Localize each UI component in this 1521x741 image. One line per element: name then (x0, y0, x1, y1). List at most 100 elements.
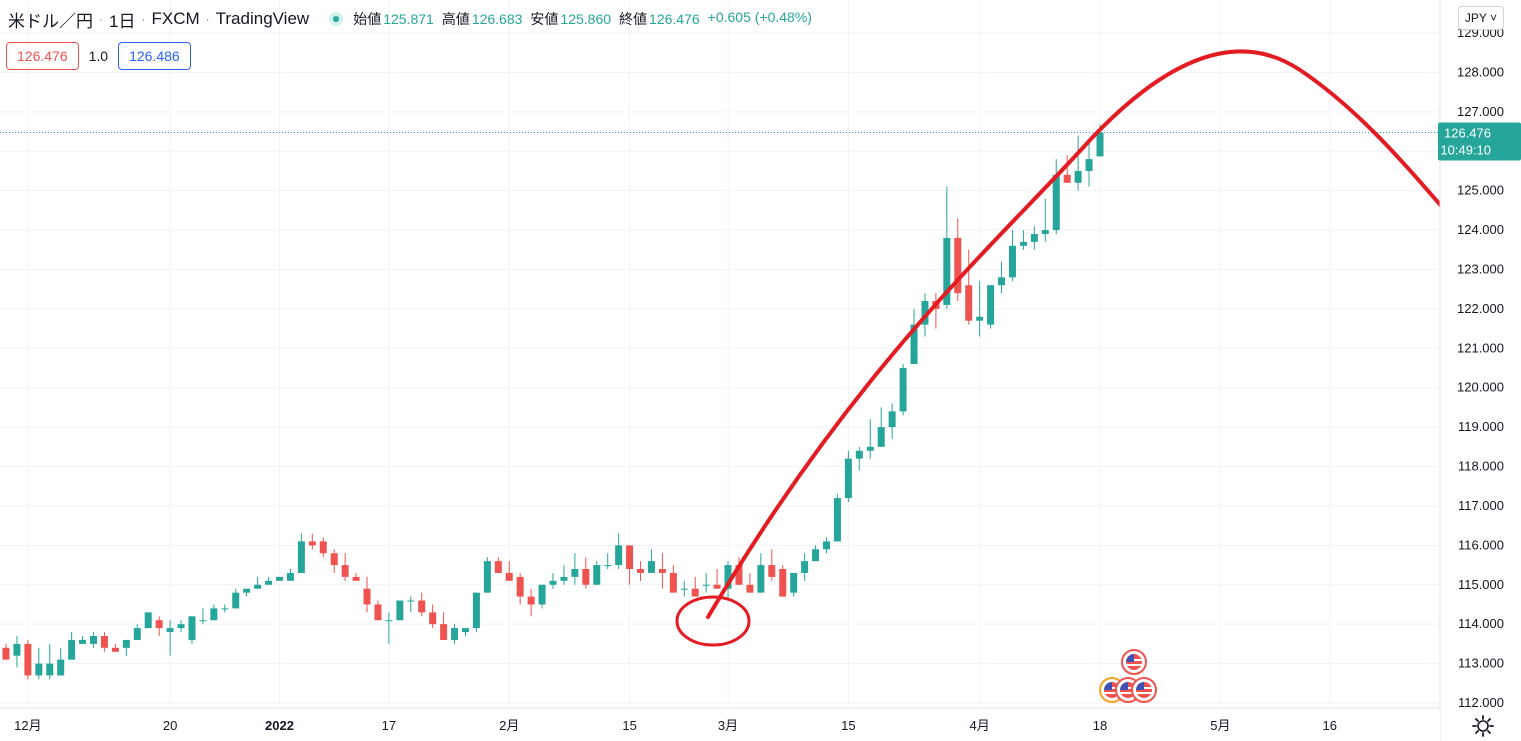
candle (1085, 143, 1093, 187)
candle (604, 553, 612, 569)
open-label: 始値 (353, 11, 382, 27)
candle-body (319, 541, 327, 554)
sell-button[interactable]: 126.476 (6, 42, 79, 70)
candle (276, 576, 283, 581)
candle-body (812, 549, 820, 562)
candle-body (855, 450, 863, 459)
interval-label[interactable]: 1日 (109, 11, 136, 31)
gear-icon[interactable] (1470, 713, 1496, 739)
candle-body (702, 584, 710, 586)
flag-canton (1126, 654, 1134, 662)
price-tick-label: 117.000 (1458, 498, 1504, 513)
candle (691, 576, 699, 597)
high-label: 高値 (441, 11, 470, 27)
candle (352, 572, 360, 581)
candle-body (1008, 245, 1016, 278)
candle-body (111, 647, 119, 652)
candle-body (626, 545, 634, 569)
open-value: 125.871 (383, 11, 434, 27)
candle-body (1052, 174, 1060, 231)
price-tick-label: 122.000 (1457, 301, 1504, 316)
candle (680, 580, 688, 597)
candle (210, 604, 218, 621)
candle-body (1030, 234, 1038, 242)
us-flag-icon[interactable] (1131, 677, 1157, 703)
symbol-name[interactable]: 米ドル／円 (8, 11, 93, 31)
candle (396, 600, 404, 621)
candle-body (604, 565, 612, 567)
candle-body (177, 624, 185, 629)
candle-body (13, 643, 21, 656)
candle (844, 450, 852, 502)
currency-dropdown[interactable]: JPY ˅ (1458, 6, 1504, 30)
candle-body (188, 616, 196, 640)
candle-body (790, 572, 798, 593)
candle (24, 639, 32, 680)
event-markers[interactable] (1099, 649, 1157, 703)
candle-body (341, 565, 349, 577)
candle (374, 600, 382, 621)
trade-panel: 126.476 1.0 126.486 (6, 42, 191, 70)
candle (877, 407, 885, 447)
candle-body (615, 545, 623, 566)
candle (538, 584, 546, 609)
price-tick-label: 128.000 (1457, 64, 1504, 79)
price-tick-label: 119.000 (1458, 419, 1504, 434)
candle (812, 545, 820, 562)
price-axis[interactable]: 112.000 113.000 114.000 115.000 116.000 117.0… (1439, 0, 1521, 741)
flag-stripe (1104, 692, 1120, 694)
time-axis[interactable]: 12月 20 2022 17 2月 15 3月 15 4月 18 5月 16 (0, 707, 1440, 741)
candle (779, 565, 787, 597)
price-tick-label: 121.000 (1457, 340, 1504, 355)
time-tick-label: 20 (163, 718, 177, 733)
candle (461, 628, 469, 636)
candle-body (833, 498, 841, 542)
market-status-icon[interactable] (329, 12, 344, 26)
candle-body (494, 561, 502, 573)
candle-body (166, 628, 174, 633)
candle-body (1019, 241, 1027, 246)
candle (593, 561, 601, 585)
candle (943, 186, 951, 309)
flag-canton (1120, 682, 1128, 690)
candle-body (385, 620, 393, 622)
candle-body (768, 565, 776, 577)
candle-body (68, 639, 76, 660)
candle-body (680, 588, 688, 590)
candle (735, 557, 743, 585)
separator-dot: · (141, 12, 146, 26)
candle-body (943, 237, 951, 305)
candle (801, 553, 809, 581)
candle-body (297, 541, 305, 573)
close-label: 終値 (619, 11, 648, 27)
separator-dot: · (99, 12, 103, 26)
buy-button[interactable]: 126.486 (118, 42, 191, 70)
candle (385, 612, 393, 644)
time-tick-label: 18 (1093, 718, 1107, 733)
candle-body (221, 608, 229, 610)
candle (626, 545, 634, 585)
candle-body (549, 580, 557, 585)
price-tick-label: 115.000 (1458, 577, 1504, 592)
us-flag-icon[interactable] (1121, 649, 1147, 675)
candle-body (976, 316, 984, 321)
candle-body (877, 427, 885, 447)
candle (833, 494, 841, 542)
candle-body (483, 561, 491, 593)
candle-body (965, 285, 973, 321)
candle (976, 281, 984, 337)
price-tick-label: 127.000 (1457, 104, 1504, 119)
candle-body (866, 446, 874, 451)
candle (35, 647, 43, 680)
candle-body (998, 277, 1006, 286)
price-tick-label: 118.000 (1458, 459, 1504, 474)
source-label: FXCM (151, 9, 200, 28)
candle (68, 632, 76, 660)
candle-body (1063, 174, 1071, 183)
candle (2, 643, 10, 660)
grid-lines (0, 0, 1440, 708)
candle-body (243, 588, 251, 593)
quantity-value[interactable]: 1.0 (88, 48, 109, 64)
